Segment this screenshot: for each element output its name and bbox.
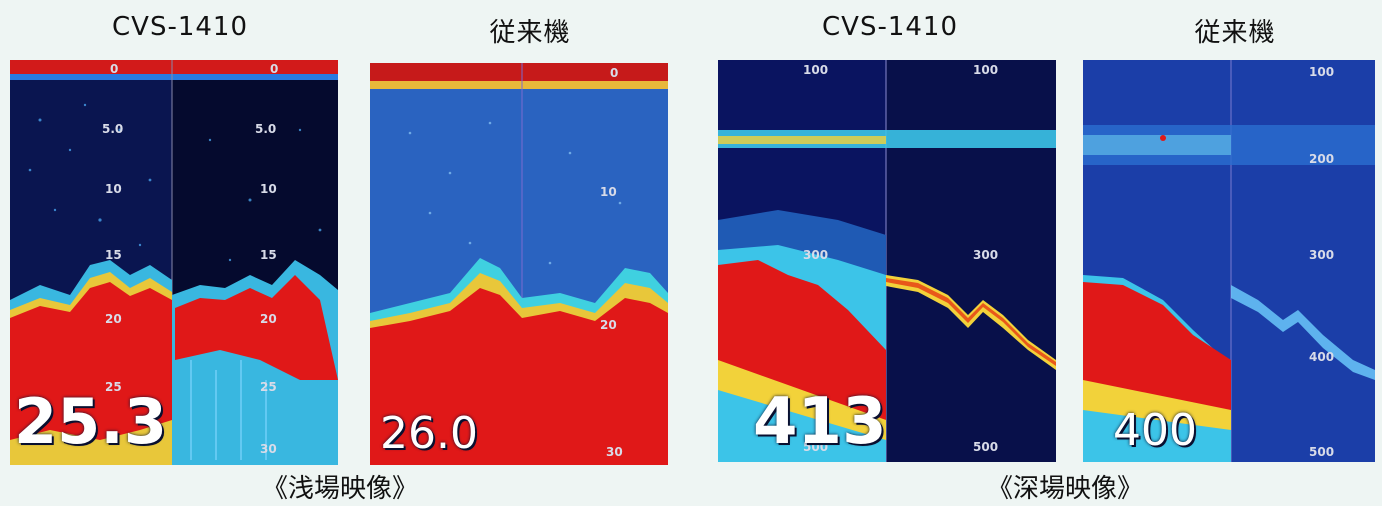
sonar-panel-cvs1410-shallow: 0 5.0 10 15 20 25 0 5.0 10 15 20 25 30 2… bbox=[10, 60, 338, 465]
depth-tick: 25 bbox=[105, 380, 122, 394]
label-conventional-deep: 従来機 bbox=[1194, 18, 1276, 48]
depth-tick: 500 bbox=[973, 440, 999, 454]
depth-tick: 400 bbox=[1309, 350, 1335, 364]
depth-tick: 20 bbox=[260, 312, 277, 326]
depth-tick: 30 bbox=[260, 442, 277, 456]
depth-tick: 100 bbox=[973, 63, 999, 77]
sonar-image bbox=[1083, 60, 1375, 462]
caption-shallow: 《浅場映像》 bbox=[261, 474, 418, 504]
depth-tick: 10 bbox=[105, 182, 122, 196]
depth-readout: 400 bbox=[1113, 405, 1197, 456]
sonar-image bbox=[718, 60, 1056, 462]
depth-tick: 15 bbox=[260, 248, 277, 262]
depth-tick: 20 bbox=[600, 318, 617, 332]
depth-tick: 5.0 bbox=[255, 122, 277, 136]
depth-tick: 25 bbox=[260, 380, 277, 394]
depth-tick: 300 bbox=[973, 248, 999, 262]
depth-tick: 100 bbox=[1309, 65, 1335, 79]
depth-tick: 15 bbox=[105, 248, 122, 262]
depth-readout: 413 bbox=[753, 385, 887, 459]
depth-tick: 20 bbox=[105, 312, 122, 326]
depth-tick: 500 bbox=[803, 440, 829, 454]
depth-tick: 10 bbox=[260, 182, 277, 196]
sonar-image bbox=[10, 60, 338, 465]
depth-tick: 5.0 bbox=[102, 122, 124, 136]
sonar-panel-cvs1410-deep: 100 300 500 100 300 500 413 bbox=[718, 60, 1056, 462]
depth-tick: 200 bbox=[1309, 152, 1335, 166]
label-cvs1410-shallow: CVS-1410 bbox=[112, 12, 248, 42]
depth-tick: 100 bbox=[803, 63, 829, 77]
sonar-image bbox=[370, 63, 668, 465]
depth-tick: 300 bbox=[803, 248, 829, 262]
depth-tick: 10 bbox=[600, 185, 617, 199]
depth-tick: 30 bbox=[606, 445, 623, 459]
depth-tick: 0 bbox=[270, 62, 279, 76]
depth-readout: 25.3 bbox=[14, 385, 167, 458]
depth-tick: 0 bbox=[110, 62, 119, 76]
depth-tick: 0 bbox=[610, 66, 619, 80]
sonar-panel-conventional-shallow: 0 10 20 30 26.0 bbox=[370, 63, 668, 465]
caption-deep: 《深場映像》 bbox=[986, 474, 1143, 504]
sonar-panel-conventional-deep: 100 200 300 400 500 400 bbox=[1083, 60, 1375, 462]
label-conventional-shallow: 従来機 bbox=[489, 18, 571, 48]
depth-readout: 26.0 bbox=[380, 408, 478, 459]
depth-tick: 500 bbox=[1309, 445, 1335, 459]
label-cvs1410-deep: CVS-1410 bbox=[822, 12, 958, 42]
depth-tick: 300 bbox=[1309, 248, 1335, 262]
